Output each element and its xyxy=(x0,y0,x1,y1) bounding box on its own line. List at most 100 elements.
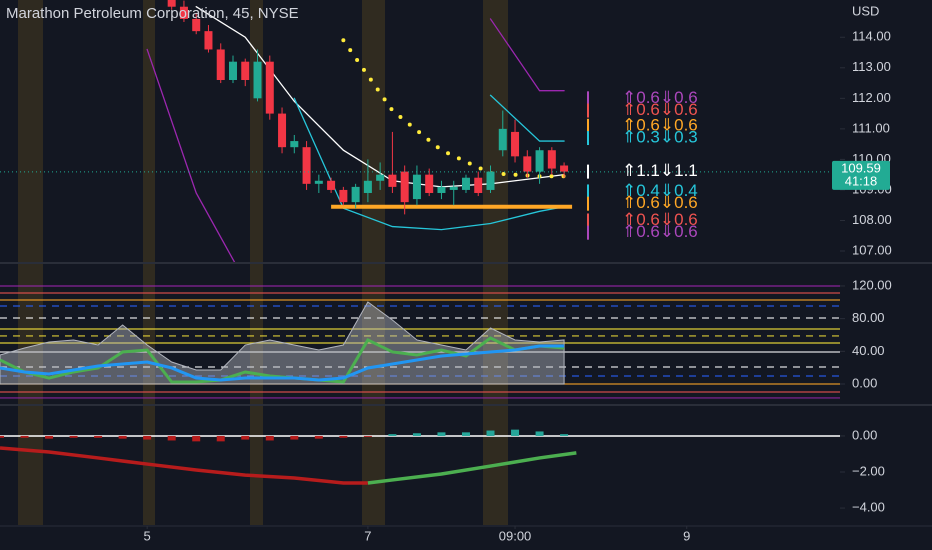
histogram-bar xyxy=(241,435,250,440)
candle-body xyxy=(179,6,188,19)
candle-body xyxy=(376,174,385,181)
candle-body xyxy=(192,18,201,32)
x-tick-label: 9 xyxy=(683,528,690,543)
histogram-bar xyxy=(388,434,397,436)
band-label: ⇑0.6⇓0.6 xyxy=(622,222,698,241)
candle-body xyxy=(461,177,470,190)
histogram-bar xyxy=(314,435,323,439)
candle-body xyxy=(314,180,323,184)
candle-body xyxy=(400,171,409,203)
histogram-bar xyxy=(216,435,225,442)
candle-body xyxy=(449,186,458,190)
candle-body xyxy=(437,186,446,193)
y-tick-label: 114.00 xyxy=(852,29,891,44)
indicator-line xyxy=(489,18,565,92)
candle-body xyxy=(388,174,397,187)
band-label: ⇑0.6⇓0.6 xyxy=(622,100,698,119)
candle-body xyxy=(535,150,544,172)
band-label: ⇑0.6⇓0.6 xyxy=(622,115,698,134)
candle-body xyxy=(253,61,262,99)
candle-body xyxy=(265,61,274,114)
y-tick-label: −2.00 xyxy=(852,463,885,478)
y-tick-label: 80.00 xyxy=(852,310,885,325)
band-label: ⇑0.3⇓0.3 xyxy=(622,128,698,147)
histogram-bar xyxy=(535,431,544,436)
candle-body xyxy=(302,147,311,184)
y-tick-label: 111.00 xyxy=(852,120,890,135)
candle-body xyxy=(498,128,507,151)
y-tick-label: 112.00 xyxy=(852,90,891,105)
histogram-bar xyxy=(486,430,495,436)
indicator-line xyxy=(146,48,236,262)
macd-line xyxy=(367,451,577,485)
macd-pane xyxy=(0,429,840,485)
candle-body xyxy=(511,131,520,157)
candle-body xyxy=(474,177,483,193)
candle-body xyxy=(167,0,176,7)
histogram-bar xyxy=(20,435,29,438)
x-tick-label: 09:00 xyxy=(499,528,532,543)
candle-body xyxy=(278,113,287,148)
y-tick-label: 120.00 xyxy=(852,277,892,292)
y-tick-label: 40.00 xyxy=(852,343,885,358)
band-label: ⇑0.6⇓0.6 xyxy=(622,88,698,107)
histogram-bar xyxy=(560,434,569,436)
histogram-bar xyxy=(339,435,348,438)
histogram-bar xyxy=(192,435,201,442)
candle-body xyxy=(204,31,213,50)
band-label: ⇑1.1⇓1.1 xyxy=(622,161,698,180)
y-axis-label: USD xyxy=(852,3,879,18)
candle-body xyxy=(327,180,336,190)
candle-body xyxy=(425,174,434,193)
y-tick-label: 108.00 xyxy=(852,212,892,227)
candle-body xyxy=(216,49,225,81)
candle-body xyxy=(241,61,250,81)
histogram-bar xyxy=(69,435,78,438)
histogram-bar xyxy=(265,435,274,441)
last-price: 109.59 xyxy=(841,160,881,175)
histogram-bar xyxy=(412,433,421,436)
axes: 107.00108.00109.00110.00111.00112.00113.… xyxy=(144,29,892,544)
series-line xyxy=(0,344,565,382)
histogram-bar xyxy=(45,435,54,439)
y-tick-label: 107.00 xyxy=(852,242,892,257)
histogram-bar xyxy=(290,435,299,440)
histogram-bar xyxy=(94,435,103,438)
candle-body xyxy=(363,180,372,193)
histogram-bar xyxy=(511,429,520,436)
y-tick-label: 0.00 xyxy=(852,375,877,390)
oscillator-pane xyxy=(0,285,840,399)
price-pane xyxy=(0,0,840,262)
candle-body xyxy=(412,174,421,200)
x-tick-label: 7 xyxy=(364,528,371,543)
candle-body xyxy=(523,156,532,172)
candle-body xyxy=(339,189,348,203)
histogram-bar xyxy=(167,435,176,441)
band-label: ⇑0.6⇓0.6 xyxy=(622,193,698,212)
countdown: 41:18 xyxy=(845,173,878,188)
macd-line xyxy=(0,446,368,485)
histogram-bar xyxy=(363,435,372,437)
histogram-bar xyxy=(437,432,446,436)
band-label: ⇑0.6⇓0.6 xyxy=(622,210,698,229)
candle-body xyxy=(560,165,569,172)
indicator-line xyxy=(489,94,565,142)
candle-body xyxy=(547,150,556,169)
histogram-bar xyxy=(461,432,470,436)
band-label: ⇑0.4⇓0.4 xyxy=(622,181,698,200)
y-tick-label: −4.00 xyxy=(852,499,885,514)
candle-body xyxy=(228,61,237,81)
candle-body xyxy=(351,186,360,203)
candle-body xyxy=(290,141,299,148)
histogram-bar xyxy=(143,435,152,440)
chart-title: Marathon Petroleum Corporation, 45, NYSE xyxy=(6,5,299,22)
indicator-line xyxy=(341,38,567,179)
candle-body xyxy=(486,171,495,190)
last-price-box xyxy=(832,160,890,190)
y-tick-label: 0.00 xyxy=(852,427,877,442)
histogram-bar xyxy=(0,435,4,438)
y-tick-label: 113.00 xyxy=(852,59,891,74)
